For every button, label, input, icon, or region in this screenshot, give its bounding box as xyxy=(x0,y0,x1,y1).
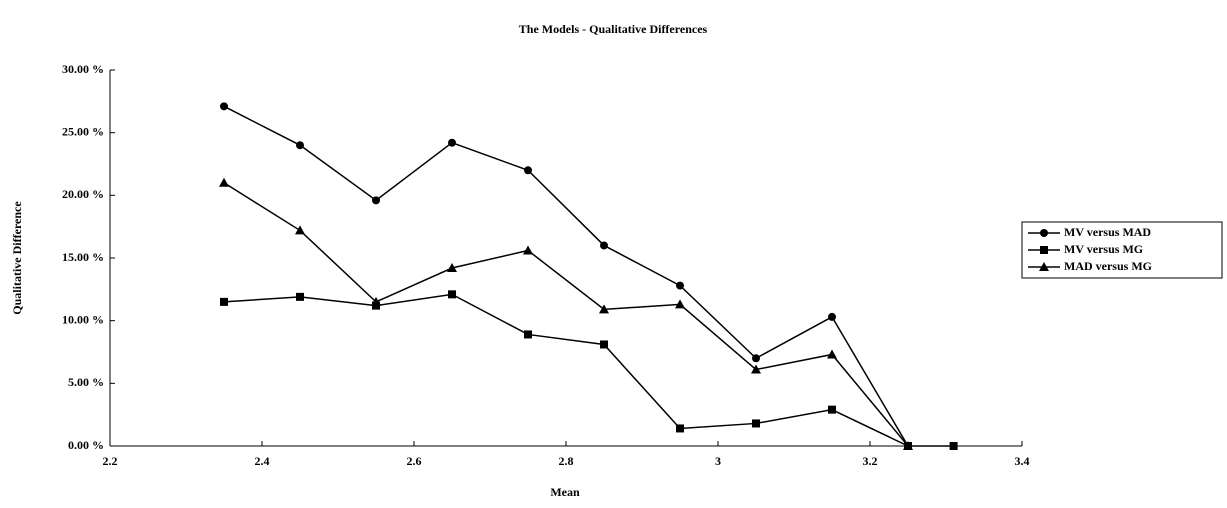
y-tick-label: 25.00 % xyxy=(62,124,104,138)
marker xyxy=(675,299,685,309)
series-line xyxy=(223,182,909,447)
marker xyxy=(676,424,684,433)
x-tick-label: 3 xyxy=(715,454,721,468)
series-line xyxy=(223,105,909,447)
marker xyxy=(448,138,456,147)
marker xyxy=(295,225,305,235)
marker xyxy=(220,297,228,306)
marker xyxy=(827,349,837,359)
marker xyxy=(524,166,532,175)
marker xyxy=(448,290,456,299)
y-axis-label: Qualitative Difference xyxy=(10,201,24,315)
legend-label: MAD versus MG xyxy=(1064,259,1152,273)
marker xyxy=(296,292,304,301)
marker xyxy=(523,245,533,255)
x-tick-label: 2.4 xyxy=(255,454,270,468)
legend-marker xyxy=(1039,262,1049,271)
marker xyxy=(220,102,228,111)
marker xyxy=(676,281,684,290)
legend-marker xyxy=(1040,229,1048,237)
chart-title: The Models - Qualitative Differences xyxy=(519,22,708,36)
marker xyxy=(600,340,608,349)
x-tick-label: 3.4 xyxy=(1015,454,1030,468)
marker xyxy=(828,312,836,321)
legend-label: MV versus MG xyxy=(1064,242,1143,256)
marker xyxy=(828,405,836,414)
x-tick-label: 2.6 xyxy=(407,454,422,468)
marker xyxy=(752,419,760,428)
marker xyxy=(371,296,381,306)
marker xyxy=(599,304,609,314)
marker xyxy=(219,177,229,187)
marker xyxy=(296,141,304,150)
y-tick-label: 15.00 % xyxy=(62,250,104,264)
y-tick-label: 30.00 % xyxy=(62,62,104,76)
y-tick-label: 5.00 % xyxy=(68,375,104,389)
marker xyxy=(600,241,608,250)
marker xyxy=(949,442,958,450)
marker xyxy=(903,441,913,450)
y-tick-label: 10.00 % xyxy=(62,312,104,326)
marker xyxy=(372,196,380,205)
marker xyxy=(752,354,760,363)
x-tick-label: 2.2 xyxy=(103,454,118,468)
marker xyxy=(524,330,532,339)
legend-label: MV versus MAD xyxy=(1064,225,1151,239)
legend-marker xyxy=(1040,246,1048,254)
x-tick-label: 2.8 xyxy=(559,454,574,468)
marker xyxy=(751,364,761,374)
y-tick-label: 0.00 % xyxy=(68,438,104,452)
x-axis-label: Mean xyxy=(550,485,580,499)
y-tick-label: 20.00 % xyxy=(62,187,104,201)
marker xyxy=(447,263,457,273)
x-tick-label: 3.2 xyxy=(863,454,878,468)
